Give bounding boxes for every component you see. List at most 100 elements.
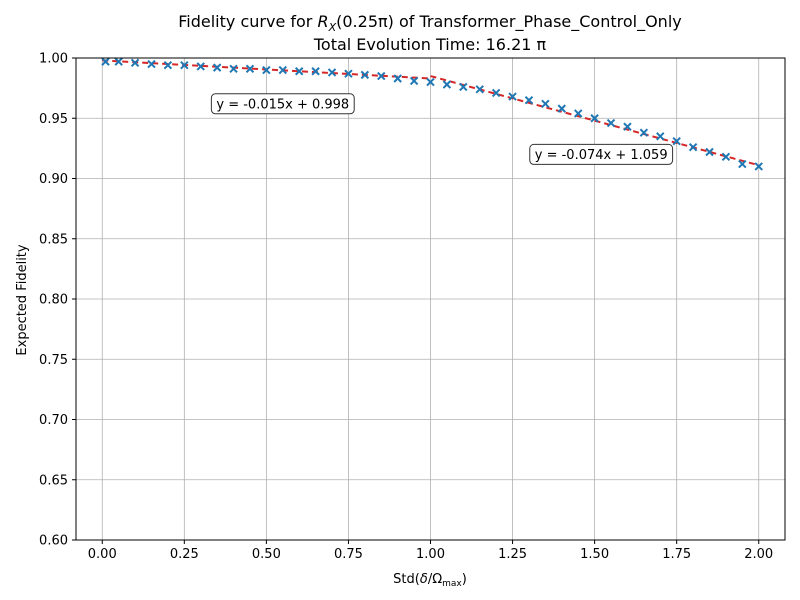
x-tick-label: 0.00 <box>88 547 117 562</box>
data-point <box>672 136 681 146</box>
data-point-stroke <box>672 136 681 146</box>
data-point <box>101 57 110 66</box>
data-point <box>508 92 517 101</box>
data-point-stroke <box>147 59 156 69</box>
data-point <box>688 142 698 152</box>
data-point-stroke <box>590 114 599 123</box>
data-point-stroke <box>705 147 714 157</box>
y-tick-label: 0.85 <box>39 232 68 247</box>
data-point <box>212 63 222 72</box>
x-tick-label: 0.75 <box>334 547 363 562</box>
data-point-stroke <box>229 64 238 74</box>
y-tick-label: 0.95 <box>39 112 68 127</box>
data-point <box>738 159 747 169</box>
y-tick-label: 0.70 <box>39 413 68 428</box>
data-point <box>574 109 583 118</box>
data-point-stroke <box>393 74 402 83</box>
x-tick-label: 0.50 <box>252 547 281 562</box>
data-point-stroke <box>426 77 435 87</box>
data-point <box>623 122 632 131</box>
data-point <box>311 67 320 76</box>
data-point <box>459 82 468 92</box>
data-point-stroke <box>606 118 616 128</box>
data-point-stroke <box>311 67 320 76</box>
data-point <box>327 68 337 77</box>
data-point <box>377 71 386 81</box>
data-point <box>639 128 649 137</box>
data-point-stroke <box>114 57 123 66</box>
x-axis-ticks: 0.00 0.25 0.50 0.75 1.00 1.25 1.50 1.75 2.00 <box>88 540 773 562</box>
x-tick-label: 1.75 <box>662 547 691 562</box>
data-point-stroke <box>754 162 763 171</box>
fit-line-2 <box>430 75 760 167</box>
data-point-stroke <box>688 142 698 152</box>
fit-label-box-2 <box>529 143 674 165</box>
data-point <box>721 152 731 162</box>
y-tick-label: 0.60 <box>39 534 68 549</box>
data-point-stroke <box>360 70 370 80</box>
data-point-stroke <box>442 80 452 89</box>
data-point-stroke <box>278 65 287 75</box>
data-point-stroke <box>459 82 468 92</box>
data-point <box>294 67 304 76</box>
x-tick-label: 1.25 <box>498 547 527 562</box>
data-point <box>409 76 419 86</box>
data-point <box>147 59 156 69</box>
data-point <box>196 62 205 71</box>
grid-lines <box>76 57 785 541</box>
fit-annotations: y = -0.015x + 0.998 y = -0.074x + 1.059 <box>210 93 674 165</box>
data-point <box>229 64 238 74</box>
x-tick-label: 1.00 <box>416 547 445 562</box>
data-point <box>114 57 123 66</box>
data-point-stroke <box>639 128 649 137</box>
data-point-stroke <box>245 64 255 74</box>
data-point <box>163 61 173 70</box>
fit-label-1: y = -0.015x + 0.998 <box>216 97 349 112</box>
data-point-stroke <box>508 92 517 101</box>
data-point <box>475 85 484 94</box>
data-point-stroke <box>524 95 534 105</box>
y-axis-ticks: 0.60 0.65 0.70 0.75 0.80 0.85 0.90 0.95 1.00 <box>39 52 76 549</box>
data-point <box>541 99 550 108</box>
y-tick-label: 1.00 <box>39 52 68 67</box>
x-tick-label: 0.25 <box>170 547 199 562</box>
data-point-stroke <box>262 65 271 75</box>
data-point-stroke <box>294 67 304 76</box>
data-point-stroke <box>491 88 501 98</box>
data-point-stroke <box>327 68 337 77</box>
data-point <box>262 65 271 75</box>
fit-label-box-1 <box>210 93 355 115</box>
data-point-stroke <box>475 85 484 94</box>
data-point <box>360 70 370 80</box>
data-point-stroke <box>101 57 110 66</box>
data-point <box>754 162 763 171</box>
data-point-stroke <box>557 104 567 113</box>
data-point <box>656 132 665 141</box>
data-point <box>180 61 189 70</box>
data-point-stroke <box>656 132 665 141</box>
data-point-stroke <box>130 58 140 68</box>
data-points <box>101 57 763 171</box>
data-point-stroke <box>377 71 386 81</box>
data-point-stroke <box>212 63 222 72</box>
data-point-stroke <box>196 62 205 71</box>
data-point <box>130 58 140 68</box>
data-point <box>705 147 714 157</box>
x-tick-label: 2.00 <box>744 547 773 562</box>
data-point-stroke <box>541 99 550 108</box>
chart-title-line1: Fidelity curve for RX(0.25π) of Transfor… <box>178 12 681 34</box>
x-axis-label: Std(δ/Ωmax) <box>393 572 467 589</box>
data-point <box>491 88 501 98</box>
data-point <box>557 104 567 113</box>
data-point <box>606 118 616 128</box>
data-point-stroke <box>721 152 731 162</box>
y-axis-label: Expected Fidelity <box>15 244 30 355</box>
data-point <box>344 69 353 78</box>
data-point <box>245 64 255 74</box>
y-tick-label: 0.75 <box>39 353 68 368</box>
data-point <box>393 74 402 83</box>
data-point <box>590 114 599 123</box>
fit-label-2: y = -0.074x + 1.059 <box>535 148 668 163</box>
data-point-stroke <box>344 69 353 78</box>
